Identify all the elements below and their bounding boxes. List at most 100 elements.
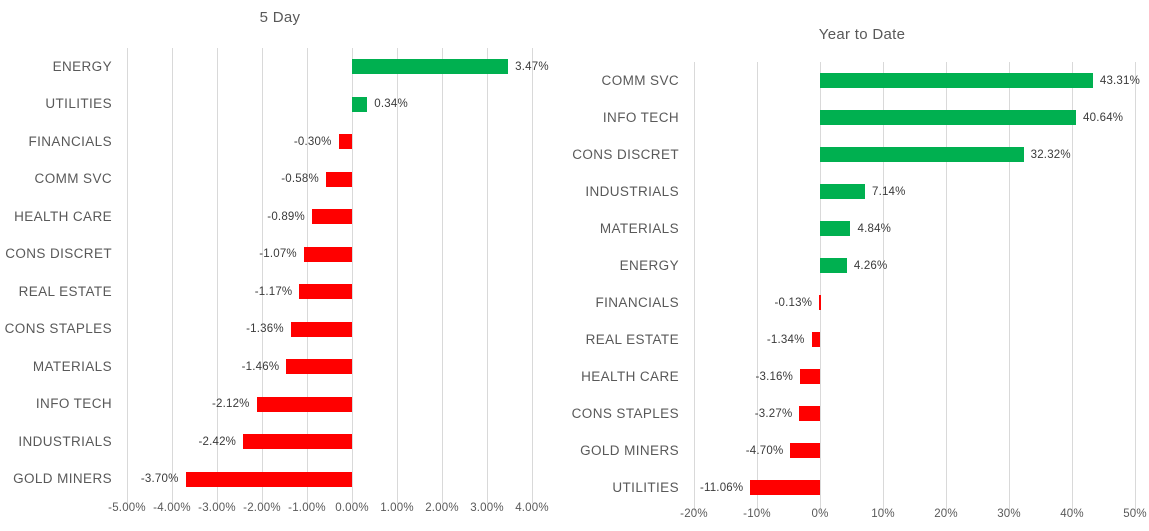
gridline [694,62,695,506]
axis-tick-label: 40% [1060,508,1084,520]
bar [290,321,352,337]
gridline [820,62,821,506]
category-label: CONS STAPLES [571,405,679,421]
gridline [1135,62,1136,506]
bar [325,171,352,187]
value-label: 0.34% [374,98,408,111]
value-label: -2.42% [198,435,237,448]
axis-tick-label: 0% [811,508,829,520]
tick-mark [127,498,128,503]
chart-year-to-date: Year to Date 43.31% 40.64% 32.32% 7.14% 4.84… [572,0,1149,531]
axis-tick-label: -20% [680,508,708,520]
axis-tick-label: 20% [934,508,958,520]
tick-mark [883,506,884,511]
value-label: -1.46% [241,360,280,373]
bar [820,73,1093,88]
value-label: -1.34% [766,333,805,346]
value-label: 43.31% [1099,74,1141,87]
tick-mark [694,506,695,511]
tick-mark [262,498,263,503]
category-label: INDUSTRIALS [18,433,112,449]
tick-mark [487,498,488,503]
axis-tick-label: -5.00% [108,502,146,514]
value-label: -1.07% [259,248,297,261]
plot-area: 3.47% 0.34% -0.30% -0.58% -0.89% -1.07% -1.17%… [127,48,549,503]
value-label: -3.27% [754,407,793,420]
category-label: CONS DISCRET [572,146,679,162]
category-label: COMM SVC [34,171,112,187]
category-label: FINANCIALS [595,294,679,310]
axis-tick-label: -4.00% [153,502,191,514]
gridline [487,48,488,498]
category-label: HEALTH CARE [581,368,679,384]
axis-tick-label: -10% [743,508,771,520]
bar [338,134,352,150]
category-label: COMM SVC [601,72,679,88]
value-label: -1.36% [246,323,284,336]
bar [820,221,851,236]
gridline [307,48,308,498]
bar [790,443,820,458]
axis-tick-label: 1.00% [380,502,414,514]
tick-mark [1135,506,1136,511]
category-label: HEALTH CARE [14,208,112,224]
axis-tick-label: 3.00% [470,502,504,514]
value-label: -0.89% [267,210,305,223]
category-label: FINANCIALS [28,133,112,149]
chart-title: Year to Date [818,26,906,43]
axis-tick-label: 4.00% [515,502,549,514]
category-label: CONS DISCRET [5,246,112,262]
bar [750,480,820,495]
tick-mark [397,498,398,503]
bar [811,332,820,347]
chart-title: 5 Day [259,9,301,26]
bar [820,110,1077,125]
gridline [442,48,443,498]
value-label: -0.30% [293,135,332,148]
gridline [946,62,947,506]
gridline [532,48,533,498]
category-label: INDUSTRIALS [585,183,679,199]
chart-5-day: 5 Day 3.47% 0.34% -0.30% -0.58% -0.89% -1.07%… [0,0,560,531]
bar [352,59,509,75]
tick-mark [172,498,173,503]
gridline [217,48,218,498]
gridline [883,62,884,506]
category-label: INFO TECH [35,396,112,412]
bar [820,184,865,199]
value-label: 40.64% [1083,111,1124,124]
value-label: -0.58% [281,173,319,186]
bar [820,147,1024,162]
bar [819,295,821,310]
value-label: -11.06% [699,481,744,494]
tick-mark [946,506,947,511]
category-label: GOLD MINERS [580,442,679,458]
value-label: -3.70% [140,473,179,486]
bar [311,209,352,225]
category-label: CONS STAPLES [4,321,112,337]
value-label: 3.47% [515,60,549,73]
axis-tick-label: 50% [1123,508,1147,520]
bar [799,406,820,421]
tick-mark [442,498,443,503]
category-label: UTILITIES [45,96,112,112]
gridline [262,48,263,498]
gridline [352,48,353,498]
value-label: 4.84% [857,222,892,235]
value-label: -4.70% [745,444,784,457]
gridline [127,48,128,498]
gridline [1072,62,1073,506]
category-label: UTILITIES [612,479,679,495]
tick-mark [1072,506,1073,511]
plot-area: 43.31% 40.64% 32.32% 7.14% 4.84% 4.26% -0.13% -… [694,62,1140,511]
axis-tick-label: 10% [871,508,895,520]
tick-mark [1009,506,1010,511]
value-label: 4.26% [853,259,888,272]
gridline [397,48,398,498]
gridline [172,48,173,498]
value-label: 7.14% [871,185,906,198]
value-label: -1.17% [254,285,293,298]
gridline [757,62,758,506]
tick-mark [217,498,218,503]
